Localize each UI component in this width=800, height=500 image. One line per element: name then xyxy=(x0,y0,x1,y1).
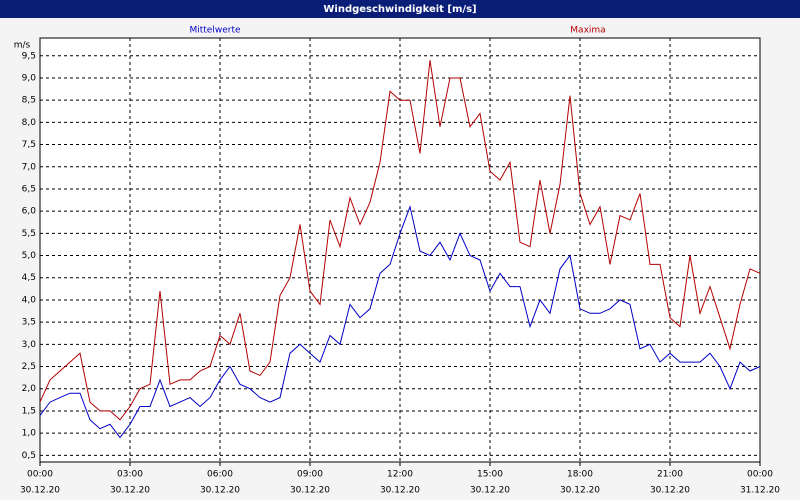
y-tick-label: 5,5 xyxy=(22,229,36,239)
y-tick-label: 3,5 xyxy=(22,318,36,328)
y-tick-label: 8,5 xyxy=(22,96,36,106)
x-tick-date: 30.12.20 xyxy=(290,486,330,496)
y-tick-label: 5,0 xyxy=(22,251,37,261)
y-tick-label: 6,5 xyxy=(22,184,36,194)
x-tick-label: 06:00 xyxy=(207,470,233,480)
legend-entry: Mittelwerte xyxy=(189,26,240,36)
y-tick-label: 3,0 xyxy=(22,340,37,350)
x-tick-date: 30.12.20 xyxy=(20,486,60,496)
x-tick-label: 00:00 xyxy=(747,470,773,480)
y-tick-label: 1,5 xyxy=(22,406,36,416)
x-tick-label: 18:00 xyxy=(567,470,593,480)
y-tick-label: 2,5 xyxy=(22,362,36,372)
legend-entry: Maxima xyxy=(570,26,605,36)
x-tick-date: 30.12.20 xyxy=(560,486,600,496)
x-tick-label: 00:00 xyxy=(27,470,53,480)
x-tick-label: 12:00 xyxy=(387,470,413,480)
title-bar xyxy=(0,0,800,18)
y-tick-label: 9,5 xyxy=(22,51,36,61)
x-tick-date: 30.12.20 xyxy=(470,486,510,496)
x-tick-label: 09:00 xyxy=(297,470,323,480)
y-tick-label: 4,0 xyxy=(22,295,37,305)
y-axis-label: m/s xyxy=(14,41,31,51)
y-tick-label: 7,5 xyxy=(22,140,36,150)
series-line xyxy=(39,60,761,421)
x-tick-date: 30.12.20 xyxy=(380,486,420,496)
y-tick-label: 2,0 xyxy=(22,384,37,394)
x-tick-date: 30.12.20 xyxy=(110,486,150,496)
series-line xyxy=(39,204,761,439)
x-tick-date: 31.12.20 xyxy=(740,486,780,496)
y-tick-label: 0,5 xyxy=(22,451,36,461)
x-tick-label: 03:00 xyxy=(117,470,143,480)
y-tick-label: 6,0 xyxy=(22,207,37,217)
y-tick-label: 1,0 xyxy=(22,429,37,439)
x-tick-date: 30.12.20 xyxy=(200,486,240,496)
chart-title: Windgeschwindigkeit [m/s] xyxy=(323,4,476,15)
x-tick-date: 30.12.20 xyxy=(650,486,690,496)
y-tick-label: 9,0 xyxy=(22,73,37,83)
y-tick-label: 4,5 xyxy=(22,273,36,283)
y-tick-label: 7,0 xyxy=(22,162,37,172)
y-tick-label: 8,0 xyxy=(22,118,37,128)
x-tick-label: 15:00 xyxy=(477,470,503,480)
x-tick-label: 21:00 xyxy=(657,470,683,480)
